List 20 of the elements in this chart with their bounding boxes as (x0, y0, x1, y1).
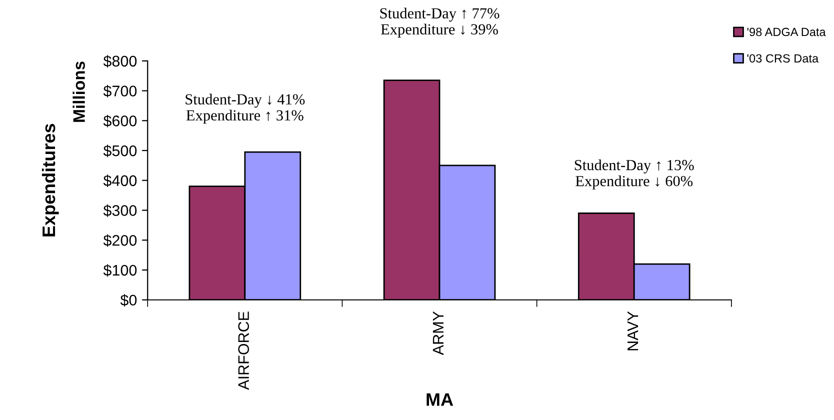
text: Student-Day ↑ 77% Expenditure ↓ 39% (380, 8, 500, 38)
text: Millions (72, 62, 85, 122)
legend-label: '03 CRS Data (747, 54, 819, 63)
annotation: Student-Day ↓ 41% Expenditure ↑ 31% (186, 94, 305, 124)
legend-label: '98 ADGA Data (747, 28, 826, 36)
y-axis-title: Expenditures (42, 124, 59, 236)
x-tick-label: NAVY (628, 311, 638, 350)
y-tick-label: $200 (103, 234, 137, 247)
y-tick-label: $0 (120, 294, 137, 306)
x-axis-title: MA (426, 393, 454, 406)
x-tick-label: AIRFORCE (238, 312, 250, 390)
y-tick-label: $300 (103, 204, 137, 217)
annotation: Student-Day ↑ 13% Expenditure ↓ 60% (574, 159, 694, 190)
y-tick-label: $800 (103, 55, 137, 68)
y-tick-label: $700 (103, 85, 137, 98)
x-tick-label: ARMY (432, 311, 444, 356)
y-tick-label: $600 (103, 114, 137, 128)
y-tick-label: $400 (103, 174, 137, 187)
y-tick-label: $100 (103, 264, 137, 277)
y-tick-label: $500 (103, 144, 137, 158)
